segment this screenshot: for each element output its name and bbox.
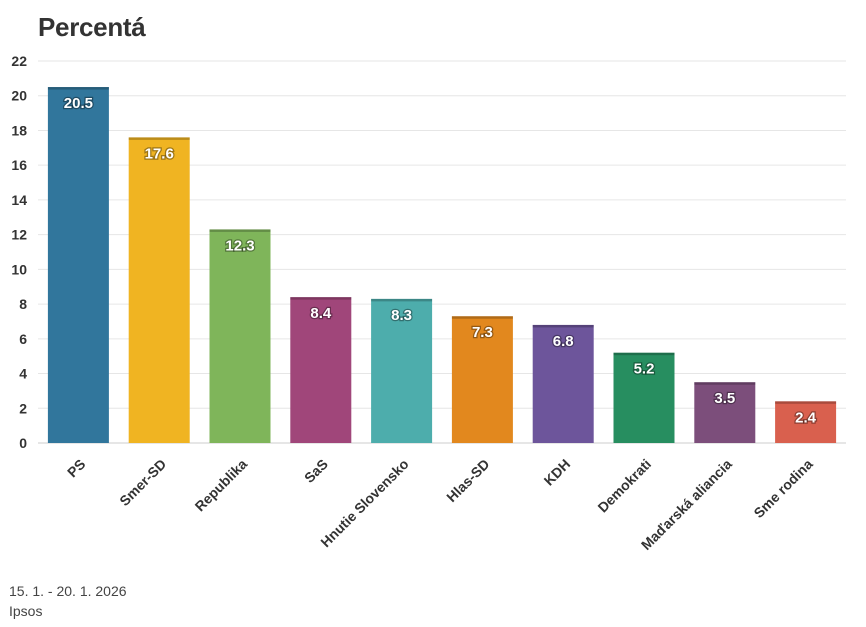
bar-3[interactable] [209, 229, 271, 443]
bars [47, 87, 837, 443]
bar-top-edge [775, 401, 837, 404]
x-tick-label: Sme rodina [750, 456, 815, 521]
bar-10[interactable] [775, 401, 837, 443]
x-tick-label: Hnutie Slovensko [317, 456, 411, 550]
x-tick-label: PS [64, 456, 89, 481]
y-tick-label: 12 [11, 227, 27, 243]
bar-top-edge [532, 324, 594, 328]
y-tick-label: 0 [19, 435, 27, 451]
data-label: 12.3 [225, 237, 254, 254]
y-tick-label: 16 [11, 157, 27, 173]
bar-9[interactable] [694, 382, 756, 443]
bar-5[interactable] [371, 298, 433, 443]
y-tick-label: 2 [19, 400, 27, 416]
data-label: 8.4 [310, 305, 332, 322]
bar-top-edge [451, 316, 513, 319]
bar-7[interactable] [532, 324, 594, 443]
data-label: 6.8 [553, 333, 574, 350]
y-tick-label: 18 [11, 122, 27, 138]
x-tick-label: Demokrati [594, 456, 654, 516]
bar-2[interactable] [128, 137, 190, 443]
bar-top-edge [128, 137, 190, 140]
y-tick-label: 22 [11, 53, 27, 69]
y-tick-label: 4 [19, 366, 27, 382]
y-tick-label: 20 [11, 88, 27, 104]
data-label: 8.3 [391, 307, 412, 324]
x-tick-label: Maďarská aliancia [638, 456, 735, 553]
bar-top-edge [290, 297, 352, 300]
chart-title: Percentá [38, 12, 146, 42]
y-tick-label: 8 [19, 296, 27, 312]
data-label: 3.5 [714, 390, 735, 407]
x-tick-label: SaS [301, 456, 331, 486]
bar-top-edge [694, 382, 756, 385]
y-axis-ticks: 0 2 4 6 8 10 12 14 16 18 20 22 [11, 53, 27, 451]
y-tick-label: 14 [11, 192, 27, 208]
data-label: 7.3 [472, 324, 493, 341]
y-tick-label: 10 [11, 261, 27, 277]
x-tick-label: Republika [191, 456, 250, 515]
bar-top-edge [47, 87, 109, 90]
bar-8[interactable] [613, 352, 675, 443]
bar-1[interactable] [47, 87, 109, 443]
bar-6[interactable] [451, 316, 513, 443]
bar-top-edge [209, 229, 271, 232]
x-tick-label: KDH [541, 456, 574, 489]
data-labels: 20.5 17.6 12.3 8.4 8.3 7.3 6.8 5.2 3.5 2.4 [63, 94, 818, 428]
y-tick-label: 6 [19, 331, 27, 347]
source-label: Ipsos [9, 603, 43, 619]
data-label: 20.5 [64, 95, 93, 112]
x-tick-label: Hlas-SD [443, 456, 492, 505]
data-label: 5.2 [634, 361, 655, 378]
x-tick-label: Smer-SD [116, 456, 169, 509]
bar-4[interactable] [290, 297, 352, 443]
data-label: 17.6 [145, 145, 174, 162]
bar-top-edge [371, 298, 433, 302]
bar-top-edge [613, 352, 675, 356]
data-label: 2.4 [795, 409, 817, 426]
date-range: 15. 1. - 20. 1. 2026 [9, 583, 127, 599]
